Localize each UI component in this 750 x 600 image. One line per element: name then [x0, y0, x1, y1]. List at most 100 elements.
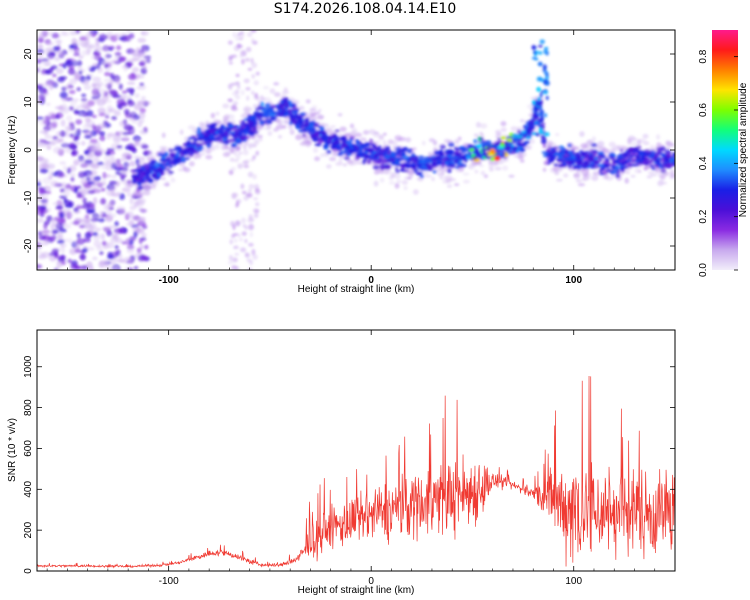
spectrogram-cell	[466, 155, 471, 160]
spectrogram-cell	[137, 52, 145, 56]
spectrogram-cell	[399, 168, 405, 172]
spectrogram-cell	[270, 104, 278, 109]
spectrogram-cell	[97, 37, 105, 43]
spectrogram-cell	[100, 197, 106, 205]
spectrogram-cell	[543, 48, 548, 55]
spectrogram-cell	[398, 149, 405, 152]
spectrogram-cell	[126, 211, 134, 218]
spectrogram-cell	[58, 228, 67, 233]
spectrogram-cell	[666, 163, 674, 167]
spectrogram-cell	[164, 162, 169, 168]
spectrogram-cell	[361, 159, 366, 165]
y-tick-label: 10	[23, 96, 34, 108]
spectrogram-cell	[37, 119, 40, 123]
spectrogram-cell	[481, 148, 487, 153]
spectrogram-cell	[129, 147, 137, 152]
spectrogram-cell	[393, 161, 401, 166]
spectrogram-cell	[209, 125, 215, 130]
spectrogram-cell	[298, 119, 303, 125]
spectrogram-cell	[93, 156, 100, 163]
spectrogram-cell	[584, 167, 590, 174]
spectrogram-cell	[116, 45, 122, 51]
y-tick-label: 800	[23, 399, 34, 416]
spectrogram-cell	[137, 185, 144, 190]
spectrogram-cell	[120, 179, 128, 185]
spectrogram-cell	[345, 141, 350, 145]
spectrogram-cell	[99, 135, 106, 142]
spectrogram-cell	[68, 44, 74, 50]
spectrogram-cell	[222, 119, 227, 126]
spectrogram-cell	[66, 167, 72, 174]
spectrogram-cell	[656, 150, 662, 155]
spectrogram-cell	[326, 164, 332, 169]
spectrogram-cell	[513, 137, 520, 142]
spectrogram-cell	[252, 254, 258, 260]
spectrogram-cell	[230, 233, 236, 239]
spectrogram-cell	[141, 232, 147, 238]
spectrogram-cell	[129, 197, 134, 205]
spectrogram-cell	[426, 165, 432, 171]
spectrogram-cell	[240, 121, 246, 127]
spectrogram-cell	[227, 40, 233, 45]
spectrogram-cell	[50, 114, 57, 120]
spectrogram-cell	[111, 59, 119, 64]
spectrogram-cell	[567, 143, 572, 148]
spectrogram-cell	[540, 139, 547, 144]
spectrogram-cell	[291, 120, 298, 125]
spectrogram-cell	[214, 143, 220, 150]
spectrogram-cell	[37, 208, 42, 215]
spectrogram-cell	[444, 151, 450, 155]
spectrogram-cell	[43, 125, 51, 132]
spectrogram-cell	[611, 165, 616, 171]
spectrogram-cell	[138, 216, 146, 222]
spectrogram-cell	[140, 67, 147, 75]
spectrogram-cell	[609, 148, 616, 153]
spectrogram-cell	[542, 167, 547, 172]
spectrogram-cell	[314, 156, 321, 162]
spectrogram-cell	[154, 161, 161, 168]
spectrogram-cell	[228, 56, 233, 62]
spectrogram-cell	[96, 146, 102, 153]
spectrogram-cell	[444, 175, 453, 181]
spectrogram-cell	[137, 120, 143, 128]
spectrogram-cell	[390, 151, 396, 156]
spectrogram-cell	[245, 46, 252, 53]
spectrogram-cell	[254, 152, 259, 157]
spectrogram-cell	[143, 163, 150, 169]
spectrogram-cell	[39, 139, 47, 144]
spectrogram-cell	[312, 135, 319, 141]
spectrogram-cell	[663, 157, 669, 162]
spectrogram-cell	[105, 210, 113, 216]
spectrogram-cell	[317, 136, 322, 141]
spectrogram-cell	[112, 94, 122, 99]
spectrogram-cell	[224, 113, 230, 120]
spectrogram-cell	[299, 112, 307, 116]
spectrogram-cell	[497, 146, 504, 150]
spectrogram-cell	[201, 141, 209, 146]
spectrogram-cell	[249, 231, 254, 238]
spectrogram-cell	[632, 137, 638, 141]
spectrogram-cell	[99, 131, 106, 137]
spectrogram-cell	[489, 167, 494, 172]
spectrogram-cell	[231, 265, 238, 270]
spectrogram-cell	[67, 68, 76, 75]
spectrogram-cell	[539, 39, 545, 45]
spectrogram-cell	[224, 131, 229, 137]
spectrogram-cell	[54, 106, 63, 110]
spectrogram-cell	[228, 169, 234, 176]
spectrogram-cell	[236, 33, 241, 37]
spectrogram-cell	[337, 113, 343, 117]
spectrogram-cell	[342, 163, 348, 167]
spectrogram-cell	[59, 212, 65, 219]
spectrogram-cell	[621, 152, 628, 158]
spectrogram-cell	[546, 149, 551, 153]
spectrogram-cell	[235, 146, 240, 152]
spectrogram-cell	[112, 159, 121, 166]
spectrogram-cell	[577, 159, 582, 163]
spectrogram-cell	[70, 150, 76, 156]
spectrogram-cell	[283, 87, 288, 93]
spectrogram-cell	[480, 142, 488, 147]
spectrogram-cell	[517, 142, 524, 147]
spectrogram-cell	[573, 152, 579, 157]
